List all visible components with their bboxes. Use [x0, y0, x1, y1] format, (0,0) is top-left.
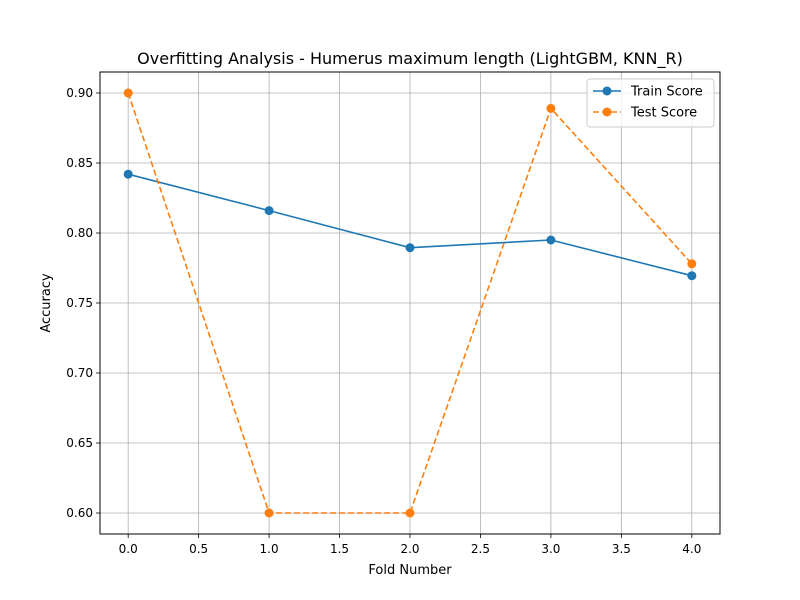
- y-tick-label: 0.80: [66, 226, 93, 240]
- y-tick-label: 0.75: [66, 296, 93, 310]
- train-score-point: [405, 243, 415, 253]
- test-score-point: [264, 508, 274, 518]
- train-score-point: [123, 169, 133, 179]
- x-tick-label: 4.0: [682, 542, 701, 556]
- test-score-line: [127, 92, 693, 514]
- chart-title: Overfitting Analysis - Humerus maximum l…: [137, 49, 683, 69]
- y-tick-label: 0.65: [66, 436, 93, 450]
- legend: Train Score Test Score: [586, 78, 715, 128]
- legend-train-score-marker: [602, 86, 612, 96]
- x-tick-label: 1.5: [330, 542, 349, 556]
- y-tick-label: 0.90: [66, 86, 93, 100]
- y-axis: 0.60 0.65 0.70 0.75 0.80 0.85 0.90: [66, 86, 100, 520]
- legend-train-score-label: Train Score: [630, 85, 703, 100]
- legend-test-score-marker: [602, 107, 612, 117]
- x-tick-label: 0.0: [119, 542, 138, 556]
- test-score-point: [123, 88, 133, 98]
- y-tick-label: 0.70: [66, 366, 93, 380]
- train-score-point: [687, 271, 697, 281]
- train-score-point: [546, 235, 556, 245]
- test-score-point: [546, 103, 556, 113]
- x-tick-label: 1.0: [260, 542, 279, 556]
- series-layer: [123, 88, 697, 518]
- train-score-point: [264, 206, 274, 216]
- x-axis: 0.0 0.5 1.0 1.5 2.0 2.5 3.0 3.5 4.0: [119, 534, 701, 556]
- x-axis-title: Fold Number: [368, 563, 452, 578]
- legend-test-score-label: Test Score: [630, 106, 697, 121]
- y-tick-label: 0.85: [66, 156, 93, 170]
- x-tick-label: 0.5: [189, 542, 208, 556]
- y-tick-label: 0.60: [66, 506, 93, 520]
- y-axis-title: Accuracy: [39, 273, 54, 333]
- test-score-point: [687, 259, 697, 269]
- x-tick-label: 3.5: [612, 542, 631, 556]
- x-tick-label: 3.0: [541, 542, 560, 556]
- x-tick-label: 2.0: [400, 542, 419, 556]
- x-tick-label: 2.5: [471, 542, 490, 556]
- test-score-point: [405, 508, 415, 518]
